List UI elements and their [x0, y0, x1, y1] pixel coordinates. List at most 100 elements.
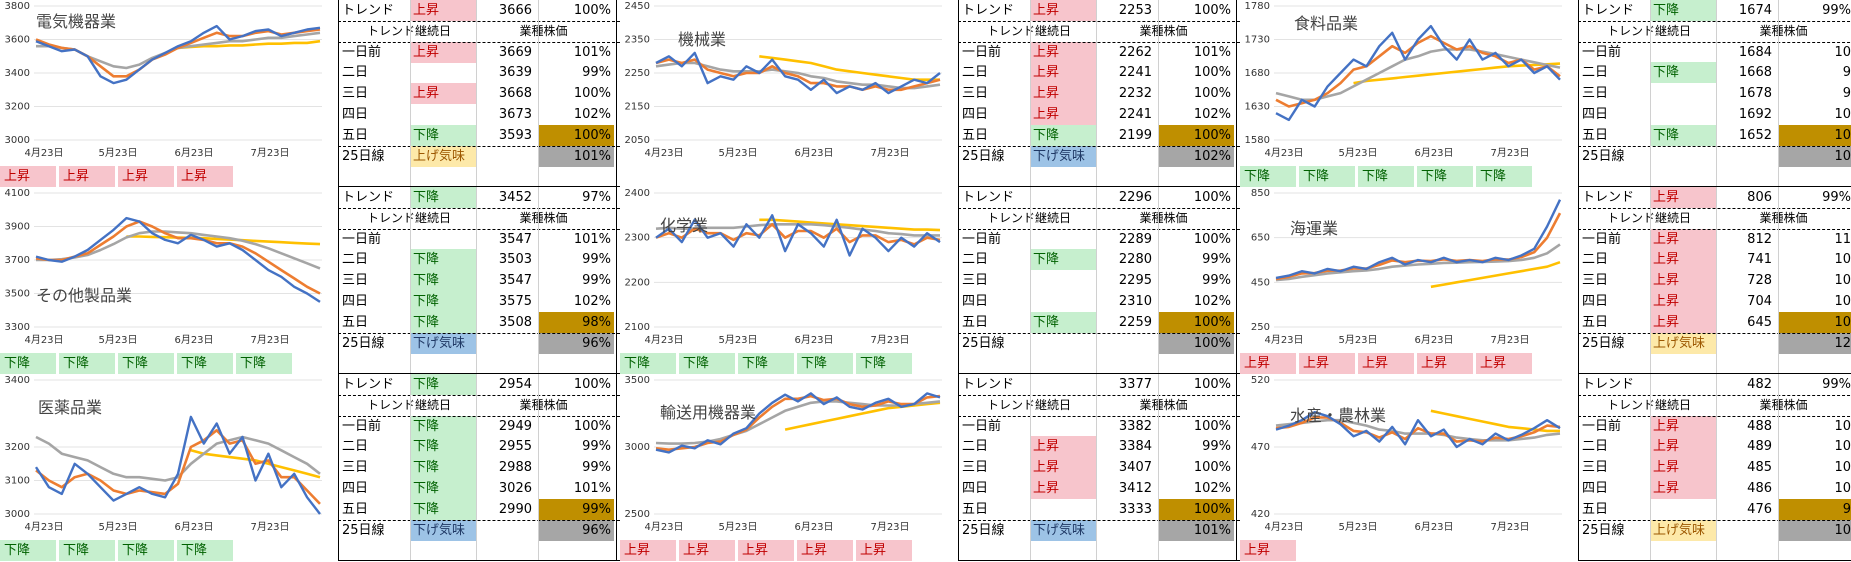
indicator-table: トレンド 下降 2954 100% トレンド継続日 業種株価 一日前 下降 2949 100% 二日… — [338, 374, 620, 561]
x-tick-label: 6月23日 — [1414, 521, 1453, 533]
table-column-line — [538, 0, 539, 187]
table-bottom-border — [958, 373, 1240, 374]
ma25-label: 25日線 — [1582, 148, 1625, 164]
table-bottom-border — [338, 560, 620, 561]
table-separator — [1578, 415, 1851, 417]
x-tick-label: 4月23日 — [644, 147, 683, 159]
ma25-trend: 下げ気味 — [1030, 145, 1096, 167]
y-tick-label: 650 — [1251, 233, 1270, 244]
y-tick-label: 2400 — [625, 188, 650, 199]
day-price: 3508 — [498, 314, 532, 330]
day-trend — [1030, 499, 1096, 520]
day-price: 3384 — [1118, 439, 1152, 455]
table-border — [958, 187, 959, 374]
table-column-line — [1030, 374, 1031, 561]
continued-days-header: トレンド継続日 — [986, 397, 1071, 412]
chart-title: 輸送用機器業 — [660, 403, 757, 422]
long-ma-line — [190, 449, 321, 479]
day-price: 1668 — [1738, 65, 1772, 81]
signal-cell: 下降 — [797, 353, 853, 374]
table-separator — [338, 228, 620, 230]
day-price: 476 — [1747, 501, 1772, 517]
current-price: 2296 — [1118, 190, 1152, 205]
table-bottom-border — [1578, 373, 1851, 374]
day-ratio: 101% — [573, 481, 611, 496]
signal-cell: 下降 — [236, 353, 292, 374]
day-trend: 下降 — [410, 311, 476, 333]
sector-panel: 2400 2300 2200 2100 4月23日 5月23日 6月23日 7月23日 化学業下… — [620, 187, 1240, 374]
chart-title: 食料品業 — [1294, 14, 1359, 33]
table-separator — [338, 394, 620, 396]
table-column-line — [1716, 187, 1717, 374]
table-separator — [1578, 519, 1851, 521]
day-label: 一日前 — [962, 44, 1002, 60]
day-label: 三日 — [1582, 273, 1609, 289]
trend-value — [1030, 374, 1096, 395]
day-label: 一日前 — [1582, 231, 1622, 247]
table-separator — [958, 415, 1240, 417]
continued-days-header: トレンド継続日 — [986, 210, 1071, 225]
table-column-line — [616, 0, 617, 187]
day-ratio: 99% — [582, 273, 611, 289]
price-line — [655, 392, 941, 454]
day-ratio: 99% — [1202, 273, 1231, 289]
ma25-label: 25日線 — [342, 148, 385, 164]
day-trend — [410, 62, 476, 83]
day-price: 3547 — [498, 231, 532, 247]
continued-days-header: トレンド継続日 — [1606, 210, 1691, 225]
day-trend: 下降 — [410, 249, 476, 271]
sector-chart: 4100 3900 3700 3500 3300 4月23日 5月23日 6月23日 7月23日… — [0, 187, 330, 374]
day-ratio: 102% — [1193, 107, 1231, 122]
signal-cell: 上昇 — [620, 540, 676, 561]
day-price: 2280 — [1118, 252, 1152, 268]
current-price: 1674 — [1738, 3, 1772, 18]
sector-panel: 520 470 420 4月23日 5月23日 6月23日 7月23日 水産・農林業 上昇 トレン… — [1240, 374, 1851, 561]
sector-panel: 1780 1730 1680 1630 1580 4月23日 5月23日 6月23日 7月23日… — [1240, 0, 1851, 187]
ma25-trend: 上げ気味 — [1650, 332, 1716, 354]
table-separator — [338, 20, 620, 22]
signal-strip: 下降 下降 下降 下降 下降 — [620, 353, 950, 374]
y-tick-label: 3400 — [5, 375, 30, 386]
sector-chart: 3500 3000 2500 4月23日 5月23日 6月23日 7月23日 輸送用機器業上昇… — [620, 374, 950, 561]
day-price: 645 — [1747, 314, 1772, 330]
table-column-line — [1778, 374, 1779, 561]
day-price: 3547 — [498, 273, 532, 289]
day-ratio: 100% — [1193, 418, 1231, 434]
day-label: 二日 — [962, 252, 989, 268]
x-tick-label: 7月23日 — [1490, 147, 1529, 159]
indicator-table: トレンド 3377 100% トレンド継続日 業種株価 一日前 3382 100% 二日 上昇 33… — [958, 374, 1240, 561]
day-ratio: 9 — [1842, 86, 1851, 102]
ma25-label: 25日線 — [962, 522, 1005, 538]
sector-chart: 1780 1730 1680 1630 1580 4月23日 5月23日 6月23日 7月23日… — [1240, 0, 1570, 187]
day-trend: 上昇 — [1030, 104, 1096, 125]
day-ratio: 100% — [1158, 124, 1234, 146]
current-ratio: 97% — [582, 190, 611, 205]
day-ratio: 100% — [573, 418, 611, 434]
day-label: 四日 — [342, 481, 369, 496]
table-column-line — [1650, 187, 1651, 374]
day-trend: 上昇 — [1650, 311, 1716, 333]
continued-days-header: トレンド継続日 — [366, 23, 451, 38]
day-label: 一日前 — [1582, 418, 1622, 434]
y-tick-label: 3600 — [5, 35, 30, 46]
chart-title: 電気機器業 — [36, 12, 117, 31]
x-tick-label: 4月23日 — [644, 334, 683, 346]
x-tick-label: 6月23日 — [794, 334, 833, 346]
ma25-label: 25日線 — [962, 335, 1005, 351]
table-column-line — [1236, 0, 1237, 187]
ma25-ratio: 101% — [1158, 519, 1234, 541]
day-price: 2262 — [1118, 44, 1152, 60]
day-ratio: 99% — [1202, 252, 1231, 268]
chart-title: その他製品業 — [36, 286, 133, 305]
day-trend — [410, 229, 476, 250]
signal-cell: 上昇 — [0, 166, 56, 187]
day-label: 五日 — [1582, 314, 1609, 330]
day-trend: 上昇 — [1650, 457, 1716, 479]
table-separator — [338, 519, 620, 521]
x-tick-label: 7月23日 — [1490, 334, 1529, 346]
day-label: 二日 — [342, 252, 369, 268]
table-column-line — [476, 374, 477, 561]
day-price: 2990 — [498, 501, 532, 517]
y-tick-label: 3900 — [5, 222, 30, 233]
